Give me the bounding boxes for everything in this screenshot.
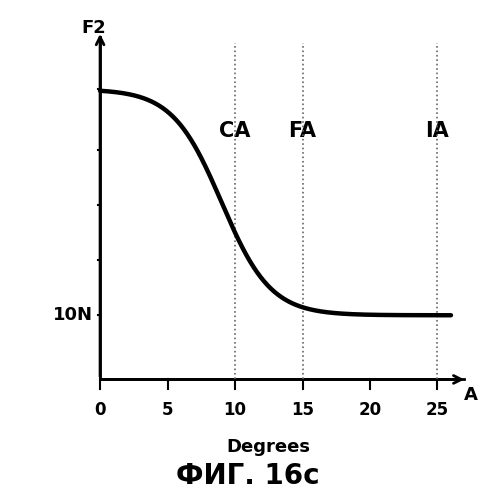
Text: F2: F2 bbox=[81, 19, 106, 37]
Text: ФИГ. 16c: ФИГ. 16c bbox=[176, 462, 320, 490]
Text: 20: 20 bbox=[359, 401, 381, 419]
Text: A: A bbox=[464, 386, 478, 404]
Text: FA: FA bbox=[289, 121, 316, 141]
Text: 0: 0 bbox=[94, 401, 106, 419]
Text: 15: 15 bbox=[291, 401, 314, 419]
Text: CA: CA bbox=[219, 121, 250, 141]
Text: 10: 10 bbox=[224, 401, 247, 419]
Text: 10N: 10N bbox=[54, 306, 93, 324]
Text: 25: 25 bbox=[426, 401, 449, 419]
Text: IA: IA bbox=[426, 121, 449, 141]
Text: Degrees: Degrees bbox=[227, 438, 311, 456]
Text: 5: 5 bbox=[162, 401, 173, 419]
